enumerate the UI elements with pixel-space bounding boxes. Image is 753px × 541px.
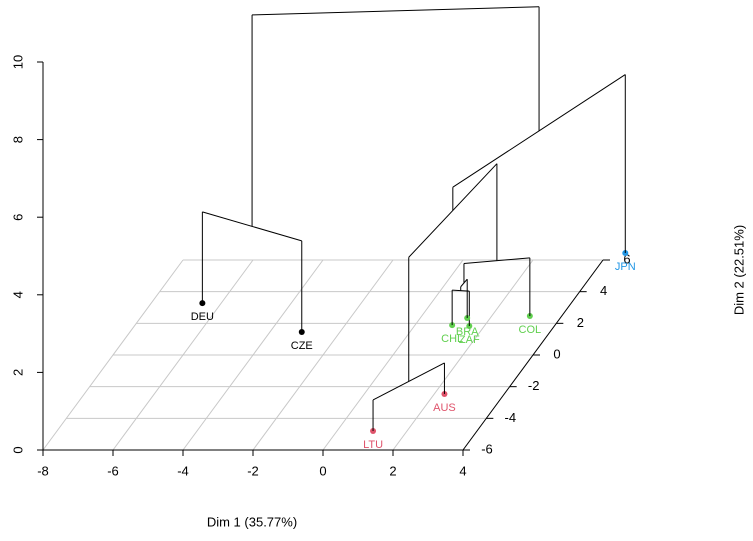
x-tick-label: 4 <box>459 463 466 478</box>
point-label: LTU <box>363 439 383 451</box>
x-tick-label: -6 <box>107 463 119 478</box>
point-label: AUS <box>433 402 456 414</box>
point-label: ZAF <box>459 334 480 346</box>
x-tick-label: -2 <box>247 463 259 478</box>
z-tick-label: 4 <box>10 291 25 298</box>
x-tick-label: -8 <box>37 463 49 478</box>
y-tick-label: -6 <box>481 441 493 456</box>
x-axis-label: Dim 1 (35.77%) <box>207 514 297 529</box>
y-tick-label: 0 <box>553 346 560 361</box>
y-axis-label: Dim 2 (22.51%) <box>731 225 746 315</box>
point-label: JPN <box>615 261 636 273</box>
y-tick-label: 6 <box>623 251 630 266</box>
point-label: COL <box>519 324 542 336</box>
z-tick-label: 10 <box>10 55 25 69</box>
x-tick-label: -4 <box>177 463 189 478</box>
point-label: CZE <box>291 340 313 352</box>
point-label: CHL <box>441 333 463 345</box>
x-tick-label: 0 <box>319 463 326 478</box>
merge <box>202 211 302 242</box>
merge <box>252 6 540 16</box>
x-tick-label: 2 <box>389 463 396 478</box>
point-label: DEU <box>191 311 214 323</box>
z-tick-label: 6 <box>10 214 25 221</box>
z-tick-label: 8 <box>10 136 25 143</box>
point-label: BRA <box>456 326 479 338</box>
z-tick-label: 2 <box>10 369 25 376</box>
y-tick-label: -2 <box>528 378 540 393</box>
z-tick-label: 0 <box>10 446 25 453</box>
y-tick-label: 2 <box>577 315 584 330</box>
y-tick-label: 4 <box>600 283 607 298</box>
y-tick-label: -4 <box>505 410 517 425</box>
